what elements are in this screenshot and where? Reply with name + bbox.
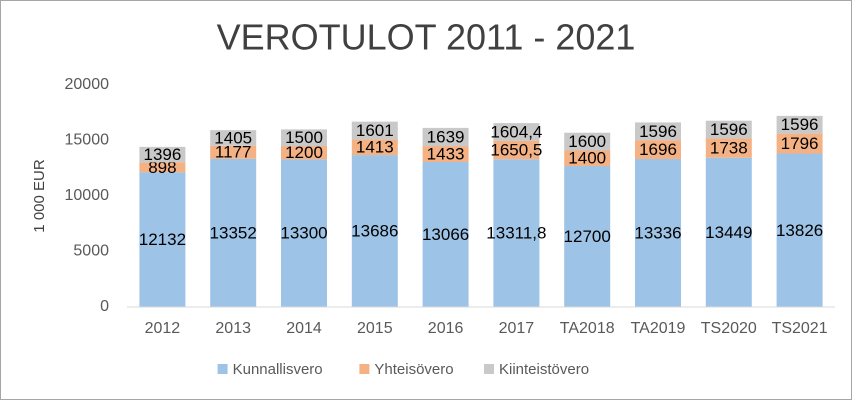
- x-tick-label: 2014: [286, 320, 322, 337]
- bar-segment: [564, 132, 611, 151]
- legend-label: Kunnallisvero: [233, 361, 323, 378]
- bar-segment: [635, 140, 681, 159]
- x-tick-label: 2012: [145, 320, 181, 337]
- x-tick-label: TA2019: [631, 320, 686, 337]
- data-label: 1596: [710, 120, 748, 139]
- data-label: 1200: [285, 143, 323, 162]
- data-label: 1596: [781, 115, 819, 134]
- y-axis-label: 1 000 EUR: [31, 159, 48, 233]
- data-label: 898: [148, 158, 176, 177]
- data-label: 1601: [356, 121, 394, 140]
- data-label: 1400: [568, 149, 606, 168]
- bar-segment: [493, 140, 540, 160]
- y-tick-label: 20000: [65, 76, 110, 93]
- bar-segment: [493, 159, 540, 307]
- data-label: 13300: [280, 224, 327, 243]
- x-tick-label: 2015: [357, 320, 393, 337]
- data-label: 1696: [639, 140, 677, 159]
- bar-segment: [139, 172, 186, 307]
- data-label: 1600: [568, 132, 606, 151]
- data-label: 13066: [422, 225, 469, 244]
- legend-label: Kiinteistövero: [499, 361, 589, 378]
- bar-segment: [139, 162, 186, 173]
- legend-swatch: [217, 364, 228, 374]
- bar-segment: [210, 158, 257, 307]
- x-tick-label: 2016: [428, 320, 464, 337]
- legend-label: Yhteisövero: [374, 361, 453, 378]
- bar-segment: [281, 129, 327, 147]
- bar-segment: [422, 127, 469, 147]
- bar-segment: [705, 138, 752, 158]
- bar-segment: [422, 146, 469, 162]
- bar-segment: [210, 130, 257, 146]
- bar-segment: [564, 166, 611, 307]
- y-tick-label: 5000: [73, 243, 109, 260]
- bar-segment: [351, 155, 398, 307]
- x-tick-label: 2013: [215, 320, 251, 337]
- data-label: 13449: [705, 223, 752, 242]
- x-tick-label: TS2020: [701, 320, 757, 337]
- data-label: 1396: [143, 145, 181, 164]
- data-label: 12700: [564, 227, 611, 246]
- data-label: 1604,4: [490, 122, 542, 141]
- chart-title: VEROTULOT 2011 - 2021: [217, 17, 636, 58]
- bar-segment: [351, 121, 398, 140]
- bar-segment: [422, 161, 469, 307]
- bar-segment: [776, 115, 823, 134]
- bar-segment: [281, 159, 327, 307]
- data-label: 13336: [634, 223, 681, 242]
- bar-segment: [210, 145, 257, 159]
- data-label: 1596: [639, 122, 677, 141]
- bar-segment: [705, 120, 752, 139]
- y-tick-label: 10000: [65, 187, 110, 204]
- data-label: 1433: [427, 144, 465, 163]
- bar-segment: [351, 139, 398, 156]
- data-label: 1738: [710, 139, 748, 158]
- data-label: 1796: [781, 134, 819, 153]
- data-label: 1650,5: [490, 141, 542, 160]
- data-label: 1177: [215, 143, 252, 162]
- legend-swatch: [484, 364, 494, 374]
- bar-segment: [635, 158, 681, 307]
- x-tick-label: TA2018: [560, 320, 615, 337]
- bar-segment: [776, 133, 823, 154]
- data-label: 13311,8: [486, 224, 546, 243]
- bar-segment: [776, 153, 823, 307]
- data-label: 12132: [139, 230, 186, 249]
- x-tick-label: TS2021: [772, 320, 828, 337]
- data-label: 13826: [776, 221, 823, 240]
- data-label: 13686: [351, 222, 398, 241]
- bar-segment: [705, 157, 752, 307]
- x-tick-label: 2017: [499, 320, 535, 337]
- bar-segment: [493, 123, 540, 141]
- bar-segment: [139, 146, 186, 163]
- legend-swatch: [359, 364, 370, 374]
- data-label: 13352: [210, 223, 257, 242]
- bar-segment: [635, 122, 681, 141]
- bar-segment: [564, 150, 611, 167]
- data-label: 1405: [214, 128, 252, 147]
- data-label: 1413: [356, 138, 394, 157]
- y-tick-label: 15000: [65, 132, 110, 149]
- data-label: 1500: [285, 128, 323, 147]
- data-label: 1639: [427, 127, 465, 146]
- bar-segment: [281, 146, 327, 160]
- y-tick-label: 0: [100, 298, 109, 315]
